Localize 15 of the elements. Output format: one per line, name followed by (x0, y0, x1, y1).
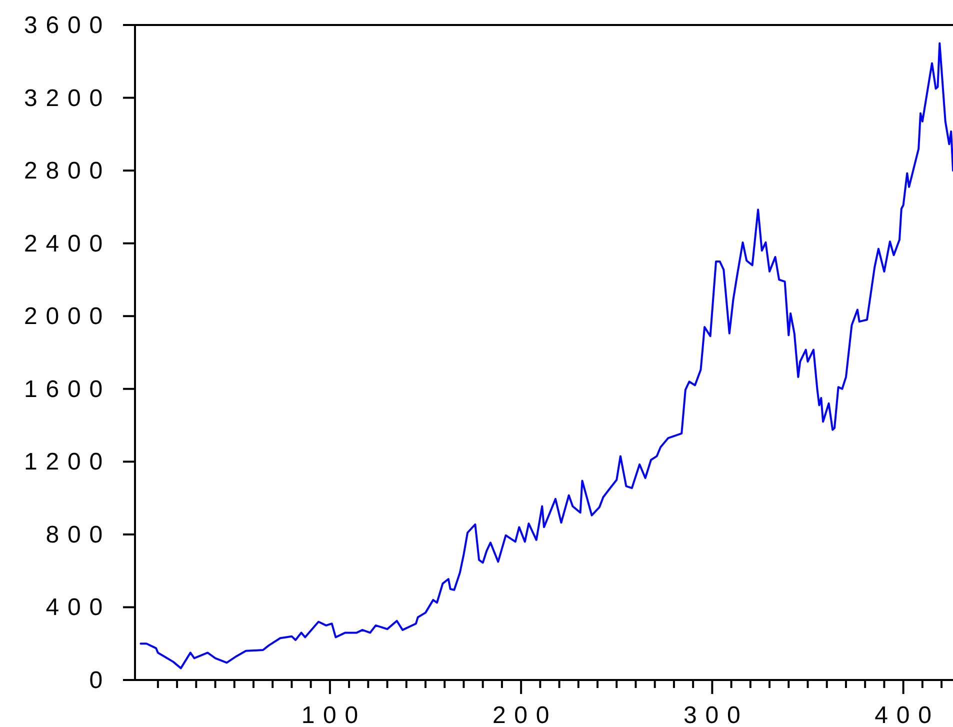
y-tick-label: 800 (46, 521, 111, 548)
y-tick-label: 2800 (24, 158, 111, 185)
x-tick-label: 400 (874, 702, 940, 727)
y-tick-label: 2000 (24, 303, 111, 330)
y-tick-label: 0 (89, 667, 111, 694)
y-tick-label: 2400 (24, 230, 111, 258)
y-tick-label: 400 (46, 594, 111, 622)
x-tick-label: 100 (301, 702, 367, 727)
line-series (140, 42, 953, 670)
y-tick-label: 3600 (24, 12, 111, 39)
y-tick-label: 3200 (24, 84, 111, 112)
y-tick-label: 1200 (24, 448, 111, 476)
y-tick-label: 1600 (24, 376, 111, 403)
x-tick-label: 300 (684, 702, 749, 727)
x-tick-label: 200 (492, 702, 558, 727)
